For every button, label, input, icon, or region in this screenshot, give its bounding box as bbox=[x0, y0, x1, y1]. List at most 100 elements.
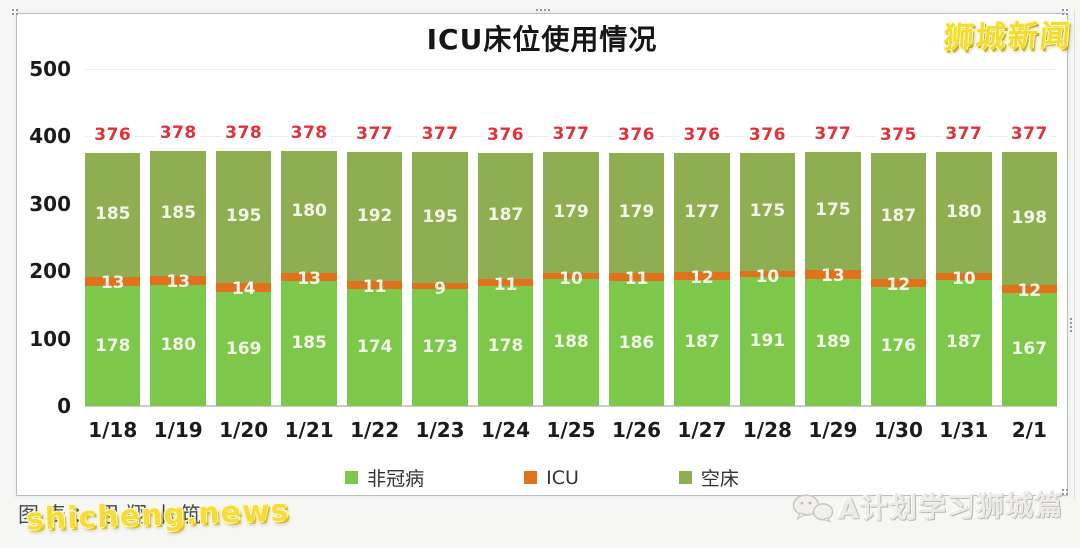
bar-segment-non-covid[interactable]: 187 bbox=[936, 279, 992, 406]
bar-segment-non-covid[interactable]: 176 bbox=[870, 287, 927, 406]
bar-segment-icu[interactable]: 10 bbox=[739, 268, 796, 285]
bar-value-label: 180 bbox=[291, 201, 327, 222]
bar-total-label: 377 bbox=[353, 124, 397, 144]
bar-segment-empty-beds[interactable]: 179 bbox=[608, 152, 665, 274]
chart-object-frame[interactable]: ICU床位使用情况 376 185 13 178 378 185 13 180 378 195 14… bbox=[16, 10, 1075, 499]
bar-segment-icu[interactable]: 11 bbox=[608, 271, 665, 288]
bar-segment-non-covid[interactable]: 180 bbox=[150, 284, 206, 406]
bar-segment-empty-beds[interactable]: 195 bbox=[412, 151, 468, 284]
bar-value-label: 169 bbox=[225, 338, 262, 359]
bar-segment-empty-beds[interactable]: 175 bbox=[805, 151, 861, 270]
bar-segment-icu[interactable]: 12 bbox=[674, 269, 730, 286]
bar-value-label: 179 bbox=[553, 201, 589, 222]
bar-segment-empty-beds[interactable]: 187 bbox=[870, 153, 927, 280]
x-axis-label: 1/27 bbox=[677, 418, 727, 442]
x-axis-labels: 1/18 1/19 1/20 1/21 1/22 1/23 1/24 1/25 1/26 1/27… bbox=[85, 418, 1057, 442]
x-axis-label: 1/18 bbox=[88, 418, 138, 442]
bar-segment-non-covid[interactable]: 169 bbox=[215, 292, 272, 406]
x-axis-label: 1/31 bbox=[939, 418, 989, 442]
bar-segment-non-covid[interactable]: 188 bbox=[543, 279, 599, 406]
bar-segment-empty-beds[interactable]: 185 bbox=[85, 152, 141, 278]
bar-value-label: 178 bbox=[94, 335, 131, 356]
bar-segment-non-covid[interactable]: 178 bbox=[85, 286, 141, 406]
legend-swatch bbox=[678, 471, 692, 484]
bar-value-label: 195 bbox=[225, 206, 262, 227]
bar-group: 377 175 13 189 bbox=[805, 124, 861, 406]
bar-segment-icu[interactable]: 12 bbox=[870, 277, 927, 294]
bar-segment-non-covid[interactable]: 185 bbox=[281, 281, 337, 406]
bar-value-label: 198 bbox=[1011, 208, 1048, 229]
bar-segment-icu[interactable]: 14 bbox=[215, 280, 272, 297]
chart-title: ICU床位使用情况 bbox=[426, 23, 658, 56]
bar-group: 378 185 13 180 bbox=[150, 124, 206, 406]
bar-segment-empty-beds[interactable]: 175 bbox=[739, 152, 796, 271]
bar-value-label: 13 bbox=[166, 271, 191, 292]
bar-value-label: 179 bbox=[618, 202, 655, 223]
bar-total-label: 376 bbox=[745, 125, 789, 145]
bar-segment-icu[interactable]: 11 bbox=[346, 279, 403, 296]
bar-total-label: 377 bbox=[811, 124, 855, 144]
bar-segment-icu[interactable]: 13 bbox=[150, 273, 206, 290]
bar-segment-icu[interactable]: 12 bbox=[1001, 283, 1058, 300]
bar-total-label: 377 bbox=[549, 124, 593, 144]
bar-segment-empty-beds[interactable]: 180 bbox=[281, 151, 337, 273]
x-axis-label: 1/30 bbox=[873, 418, 923, 442]
bar-segment-non-covid[interactable]: 186 bbox=[608, 280, 665, 406]
bar-value-label: 173 bbox=[422, 337, 458, 358]
bar-value-label: 175 bbox=[815, 200, 851, 221]
bar-value-label: 187 bbox=[684, 332, 720, 353]
bar-value-label: 195 bbox=[422, 207, 458, 228]
bar-segment-empty-beds[interactable]: 185 bbox=[150, 151, 206, 276]
legend-item[interactable]: 非冠病 bbox=[345, 464, 424, 491]
gridline-500 bbox=[85, 69, 1057, 70]
bar-total-label: 376 bbox=[91, 125, 135, 145]
x-axis-label: 1/19 bbox=[153, 418, 203, 442]
bar-segment-non-covid[interactable]: 178 bbox=[477, 286, 534, 406]
bar-value-label: 10 bbox=[951, 269, 976, 290]
bar-segment-empty-beds[interactable]: 198 bbox=[1001, 151, 1058, 286]
bar-segment-empty-beds[interactable]: 192 bbox=[346, 151, 403, 282]
bar-value-label: 13 bbox=[821, 265, 845, 286]
bar-segment-non-covid[interactable]: 173 bbox=[412, 289, 468, 406]
x-axis-label: 2/1 bbox=[1011, 418, 1047, 442]
legend-item[interactable]: 空床 bbox=[678, 464, 739, 491]
legend-label: 空床 bbox=[700, 468, 739, 490]
wechat-icon bbox=[792, 493, 834, 523]
bar-value-label: 174 bbox=[356, 336, 393, 357]
bar-segment-icu[interactable]: 13 bbox=[805, 267, 861, 284]
bar-segment-non-covid[interactable]: 167 bbox=[1001, 293, 1058, 406]
bar-value-label: 167 bbox=[1011, 339, 1048, 360]
bar-series-container: 376 185 13 178 378 185 13 180 378 195 14 169 378 180 1… bbox=[85, 69, 1058, 406]
bar-value-label: 191 bbox=[749, 331, 786, 352]
y-axis-tick-label: 500 bbox=[29, 57, 71, 81]
plot-area: 376 185 13 178 378 185 13 180 378 195 14 169 378 180 1… bbox=[85, 69, 1058, 407]
bar-value-label: 11 bbox=[624, 269, 649, 290]
x-axis-label: 1/21 bbox=[284, 418, 334, 442]
legend-label: ICU bbox=[546, 466, 579, 489]
bar-segment-empty-beds[interactable]: 187 bbox=[477, 152, 534, 279]
bar-segment-non-covid[interactable]: 189 bbox=[805, 278, 861, 406]
bar-value-label: 185 bbox=[94, 204, 131, 225]
bar-group: 375 187 12 176 bbox=[870, 126, 927, 406]
bar-segment-empty-beds[interactable]: 180 bbox=[936, 151, 992, 274]
x-axis-label: 1/20 bbox=[219, 418, 269, 442]
bar-value-label: 187 bbox=[946, 332, 982, 353]
bar-segment-icu[interactable]: 13 bbox=[281, 270, 337, 287]
bar-segment-icu[interactable]: 9 bbox=[412, 281, 468, 298]
bar-segment-non-covid[interactable]: 191 bbox=[739, 277, 796, 406]
bar-segment-empty-beds[interactable]: 195 bbox=[215, 151, 272, 283]
bar-segment-icu[interactable]: 13 bbox=[85, 275, 141, 292]
bar-value-label: 187 bbox=[487, 205, 524, 226]
bar-group: 378 180 13 185 bbox=[281, 124, 337, 406]
bar-segment-non-covid[interactable]: 174 bbox=[346, 288, 403, 406]
bar-segment-icu[interactable]: 10 bbox=[936, 271, 992, 288]
x-axis-label: 1/26 bbox=[611, 418, 662, 442]
bar-segment-empty-beds[interactable]: 179 bbox=[543, 151, 599, 273]
bar-segment-empty-beds[interactable]: 177 bbox=[674, 152, 730, 272]
bar-segment-non-covid[interactable]: 187 bbox=[674, 279, 730, 406]
bar-group: 377 180 10 187 bbox=[936, 124, 992, 406]
legend-item[interactable]: ICU bbox=[524, 467, 579, 489]
bar-segment-icu[interactable]: 10 bbox=[543, 270, 599, 287]
bar-segment-icu[interactable]: 11 bbox=[477, 276, 534, 293]
